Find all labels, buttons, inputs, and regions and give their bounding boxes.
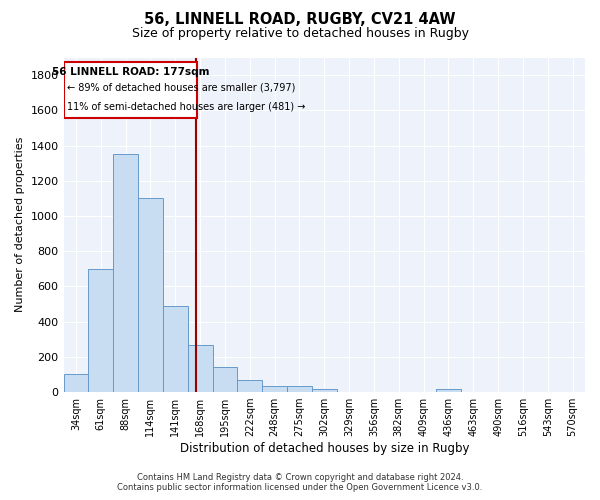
Bar bbox=[238, 380, 262, 392]
Bar bbox=[163, 306, 188, 392]
Bar bbox=[64, 374, 88, 392]
Bar bbox=[312, 390, 337, 392]
Y-axis label: Number of detached properties: Number of detached properties bbox=[15, 137, 25, 312]
Text: 56 LINNELL ROAD: 177sqm: 56 LINNELL ROAD: 177sqm bbox=[52, 67, 209, 77]
Bar bbox=[138, 198, 163, 392]
Bar bbox=[88, 269, 113, 392]
X-axis label: Distribution of detached houses by size in Rugby: Distribution of detached houses by size … bbox=[179, 442, 469, 455]
Bar bbox=[436, 388, 461, 392]
Bar bbox=[188, 344, 212, 392]
Bar bbox=[113, 154, 138, 392]
Bar bbox=[287, 386, 312, 392]
Text: Contains HM Land Registry data © Crown copyright and database right 2024.
Contai: Contains HM Land Registry data © Crown c… bbox=[118, 473, 482, 492]
Text: Size of property relative to detached houses in Rugby: Size of property relative to detached ho… bbox=[131, 28, 469, 40]
Bar bbox=[64, 62, 197, 118]
Bar bbox=[262, 386, 287, 392]
Text: 56, LINNELL ROAD, RUGBY, CV21 4AW: 56, LINNELL ROAD, RUGBY, CV21 4AW bbox=[144, 12, 456, 28]
Bar bbox=[212, 368, 238, 392]
Text: ← 89% of detached houses are smaller (3,797): ← 89% of detached houses are smaller (3,… bbox=[67, 82, 295, 92]
Text: 11% of semi-detached houses are larger (481) →: 11% of semi-detached houses are larger (… bbox=[67, 102, 305, 112]
